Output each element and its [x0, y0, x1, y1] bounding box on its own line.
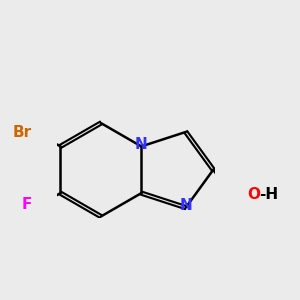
Text: Br: Br: [13, 125, 32, 140]
Text: N: N: [179, 198, 192, 213]
Text: O: O: [247, 187, 260, 202]
Text: N: N: [134, 137, 147, 152]
Text: F: F: [22, 197, 32, 212]
Text: -H: -H: [259, 187, 278, 202]
